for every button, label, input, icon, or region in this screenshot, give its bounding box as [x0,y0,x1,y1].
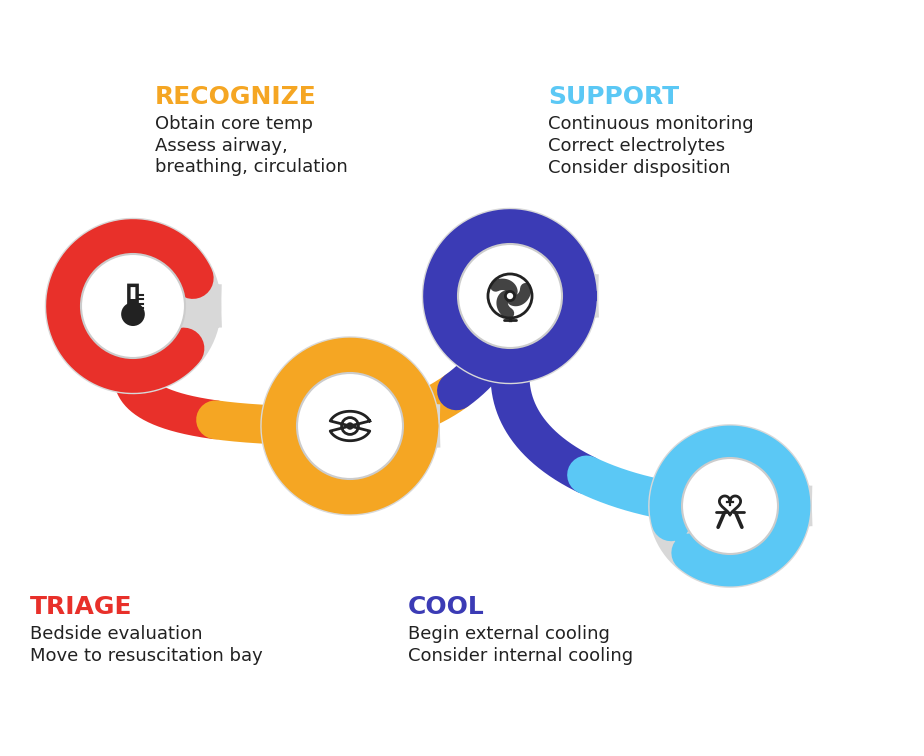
Bar [130,299,136,314]
Text: Continuous monitoring: Continuous monitoring [548,115,754,133]
Text: Bedside evaluation: Bedside evaluation [30,625,202,643]
Text: Consider disposition: Consider disposition [548,159,731,177]
Text: Consider internal cooling: Consider internal cooling [408,647,633,665]
Circle shape [682,458,778,554]
Text: Begin external cooling: Begin external cooling [408,625,610,643]
Circle shape [81,254,185,358]
Text: Obtain core temp: Obtain core temp [155,115,313,133]
Text: SUPPORT: SUPPORT [548,85,679,109]
Text: TRIAGE: TRIAGE [30,595,132,619]
Text: COOL: COOL [408,595,485,619]
Circle shape [458,244,562,348]
Text: Move to resuscitation bay: Move to resuscitation bay [30,647,262,665]
Circle shape [297,373,403,479]
Circle shape [123,304,143,324]
Text: Assess airway,
breathing, circulation: Assess airway, breathing, circulation [155,137,347,176]
FancyBboxPatch shape [128,285,137,315]
Circle shape [346,423,354,429]
Text: RECOGNIZE: RECOGNIZE [155,85,317,109]
Circle shape [505,291,515,301]
Text: Correct electrolytes: Correct electrolytes [548,137,725,155]
